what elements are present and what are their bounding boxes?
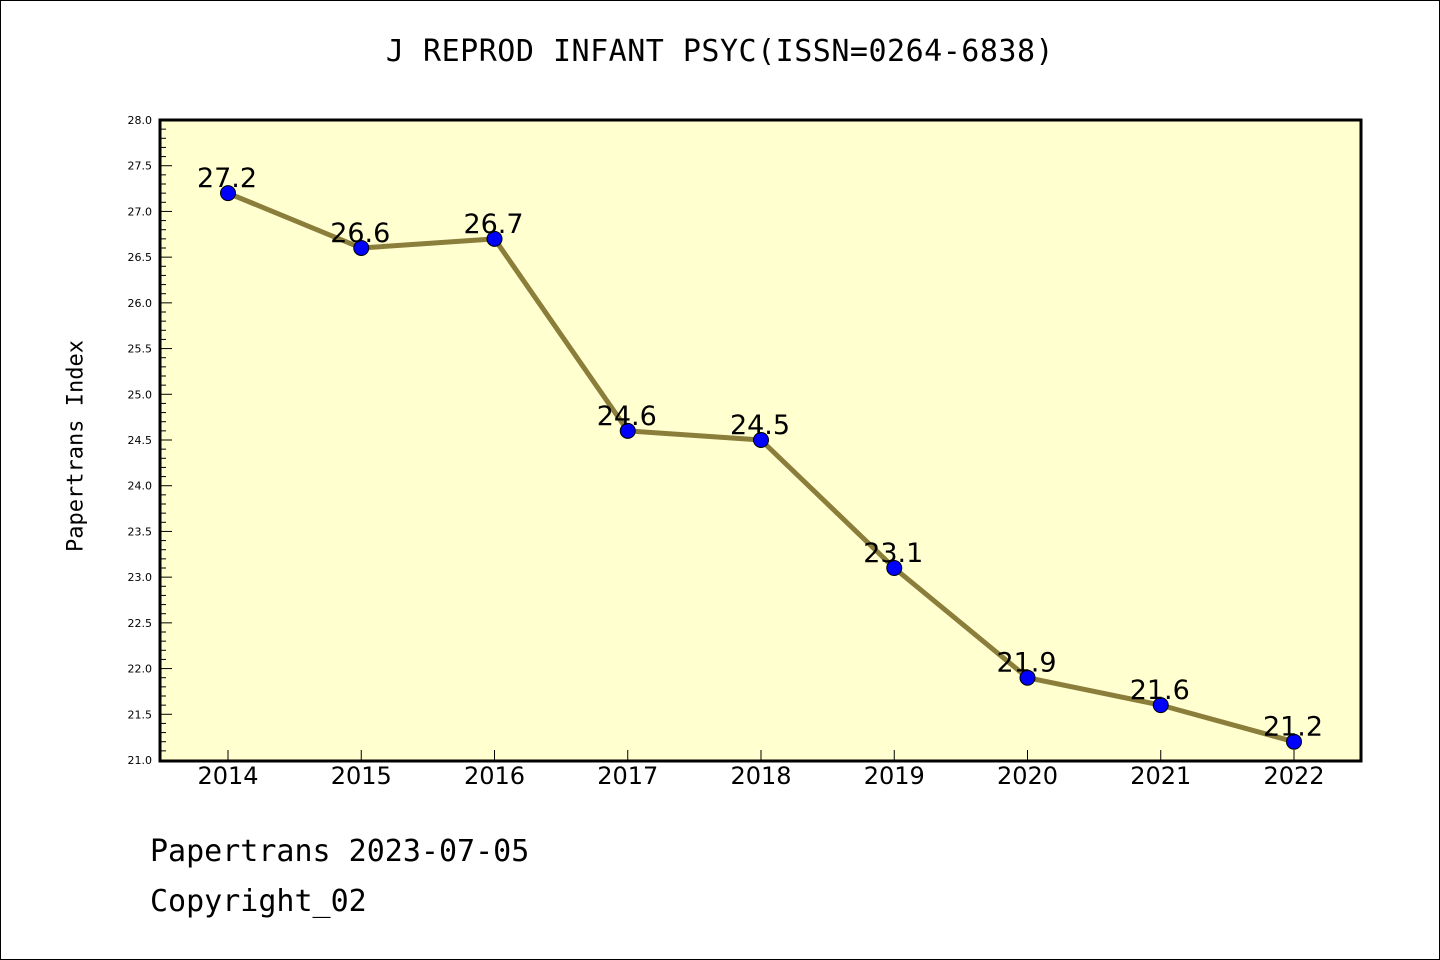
y-tick-label: 25.0 [128,388,153,401]
data-point [220,185,236,202]
data-label: 27.2 [197,163,257,194]
y-tick-label: 28.0 [128,114,153,127]
x-tick-label: 2018 [730,762,791,790]
data-label: 21.6 [1130,675,1190,706]
y-tick-label: 26.0 [128,297,153,310]
footer-copyright: Copyright_02 [150,884,367,919]
data-point [486,230,503,247]
data-point [886,560,903,576]
y-tick-label: 27.5 [128,160,153,173]
data-labels: 27.2 26.6 26.7 24.6 24.5 23.1 21.9 21.6 21.2 [197,163,1323,743]
data-label: 23.1 [863,538,923,569]
data-point [353,240,370,256]
y-tick-label: 21.0 [128,754,153,767]
y-tick-label: 21.5 [128,708,153,721]
y-tick-label: 26.5 [128,251,153,264]
data-point [1152,697,1169,714]
data-label: 26.7 [463,209,523,240]
data-label: 24.6 [597,401,657,432]
y-axis-ticks: 21.0 21.5 22.0 22.5 23.0 23.5 24.0 24.5 25.0 25.5… [128,114,172,767]
x-tick-label: 2015 [331,762,392,790]
y-tick-label: 22.5 [128,617,153,630]
x-tick-label: 2021 [1130,762,1191,790]
x-tick-label: 2019 [864,762,925,790]
x-tick-label: 2022 [1263,762,1324,790]
data-label: 24.5 [730,410,790,441]
y-tick-label: 23.5 [128,525,153,538]
data-point [619,422,636,439]
x-tick-label: 2020 [997,762,1058,790]
x-tick-label: 2014 [197,762,258,790]
data-markers [220,185,1302,750]
y-tick-label: 25.5 [128,343,153,356]
x-axis-ticks: 2014 2015 2016 2017 2018 2019 2020 2021 2022 [197,750,1325,790]
y-tick-label: 22.0 [128,663,153,676]
x-tick-label: 2017 [597,762,658,790]
data-point [1019,669,1036,686]
x-tick-label: 2016 [464,762,525,790]
data-point [1286,733,1302,750]
footer-date: Papertrans 2023-07-05 [150,834,530,869]
chart-title: J REPROD INFANT PSYC(ISSN=0264-6838) [385,34,1055,69]
data-label: 26.6 [330,218,390,249]
data-point [753,432,769,448]
data-label: 21.2 [1263,712,1323,743]
y-tick-label: 24.0 [128,480,153,493]
data-label: 21.9 [996,648,1056,679]
y-tick-label: 27.0 [128,205,153,218]
y-tick-label: 24.5 [128,434,153,447]
y-tick-label: 23.0 [128,571,153,584]
